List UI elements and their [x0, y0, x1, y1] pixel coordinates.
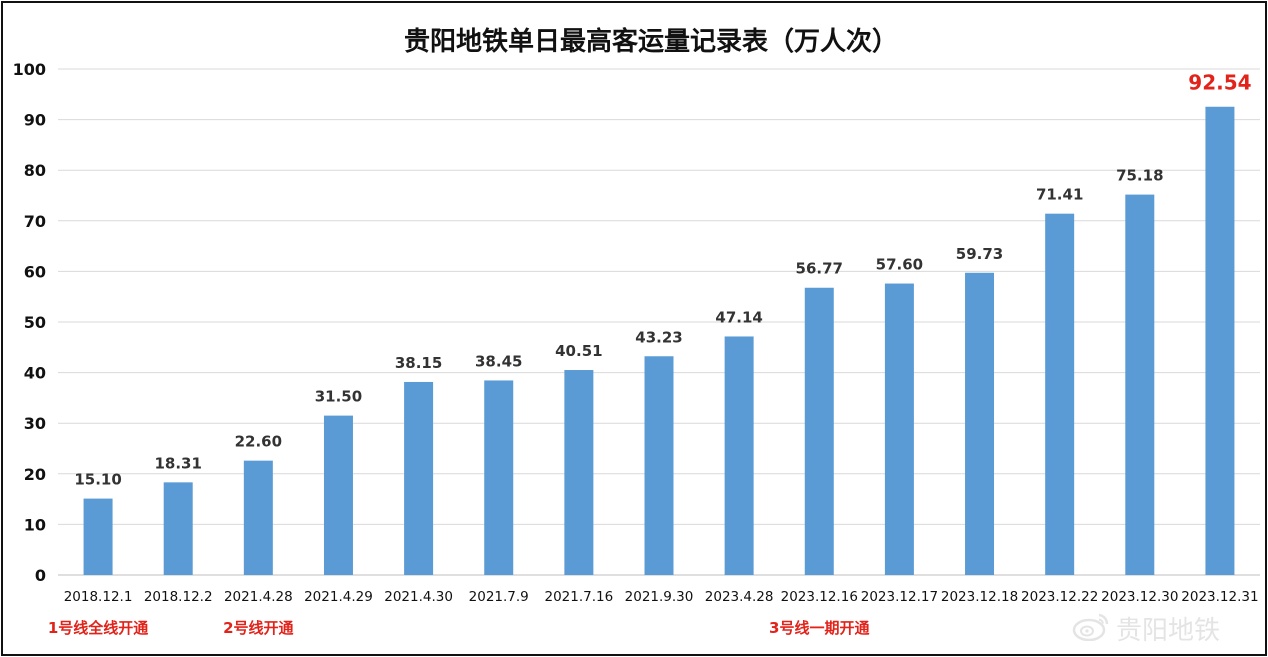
y-tick-label: 50	[24, 313, 46, 332]
annotation-label: 1号线全线开通	[48, 619, 148, 637]
data-label: 15.10	[74, 471, 121, 489]
bar	[804, 287, 834, 575]
x-tick-label: 2021.4.30	[384, 589, 453, 605]
data-label: 38.45	[475, 352, 522, 370]
y-tick-label: 20	[24, 465, 46, 484]
y-tick-label: 80	[24, 161, 46, 180]
x-tick-label: 2021.7.16	[545, 589, 614, 605]
x-tick-label: 2023.12.17	[861, 589, 938, 605]
y-tick-label: 100	[13, 60, 46, 79]
y-axis-tick-labels: 0 10 20 30 40 50 60 70 80 90 100	[13, 60, 46, 585]
y-tick-label: 40	[24, 364, 46, 383]
bar	[884, 283, 914, 575]
watermark-text: 贵阳地铁	[1116, 615, 1221, 646]
x-tick-label: 2023.12.18	[941, 589, 1018, 605]
bar	[1125, 194, 1155, 575]
x-tick-label: 2021.4.29	[304, 589, 373, 605]
data-label: 92.54	[1188, 71, 1251, 95]
data-label: 57.60	[876, 256, 923, 274]
data-label: 31.50	[315, 388, 362, 406]
x-tick-label: 2021.4.28	[224, 589, 293, 605]
x-tick-label: 2021.7.9	[469, 589, 529, 605]
data-label: 56.77	[796, 260, 843, 278]
y-tick-label: 70	[24, 212, 46, 231]
bar	[163, 482, 193, 575]
bar	[965, 272, 995, 575]
y-tick-label: 0	[35, 566, 46, 585]
bar	[323, 415, 353, 575]
annotation-label: 3号线一期开通	[769, 619, 869, 637]
x-tick-label: 2018.12.2	[144, 589, 213, 605]
weibo-icon	[1072, 611, 1110, 645]
data-label: 22.60	[235, 433, 282, 451]
data-label: 47.14	[715, 308, 762, 326]
bars	[83, 106, 1235, 576]
bar	[243, 460, 273, 575]
data-label: 43.23	[635, 328, 682, 346]
bar	[484, 380, 514, 575]
y-tick-label: 90	[24, 111, 46, 130]
x-tick-label: 2023.12.31	[1181, 589, 1258, 605]
bar	[83, 498, 113, 575]
bar	[404, 381, 434, 575]
bar-chart: 贵阳地铁单日最高客运量记录表（万人次） 0 10 20 30 40 50 60 70 80 90 1…	[13, 26, 1260, 637]
chart-title: 贵阳地铁单日最高客运量记录表（万人次）	[404, 26, 898, 57]
data-label: 40.51	[555, 342, 602, 360]
y-tick-label: 60	[24, 262, 46, 281]
data-label: 75.18	[1116, 167, 1163, 185]
annotations: 1号线全线开通 2号线开通 3号线一期开通	[48, 619, 870, 637]
y-tick-label: 10	[24, 515, 46, 534]
x-axis-tick-labels: 2018.12.1 2018.12.2 2021.4.28 2021.4.29 2021…	[64, 589, 1259, 605]
x-tick-label: 2023.4.28	[705, 589, 774, 605]
y-tick-label: 30	[24, 414, 46, 433]
watermark: 贵阳地铁	[1072, 610, 1262, 646]
bar	[1045, 213, 1075, 575]
x-tick-label: 2018.12.1	[64, 589, 133, 605]
annotation-label: 2号线开通	[223, 619, 293, 637]
bar	[724, 336, 754, 575]
x-tick-label: 2023.12.16	[781, 589, 858, 605]
bar	[1205, 106, 1235, 576]
x-tick-label: 2023.12.30	[1101, 589, 1178, 605]
data-label: 71.41	[1036, 186, 1083, 204]
value-labels: 15.10 18.31 22.60 31.50 38.15 38.45 40.51 43.23…	[74, 71, 1251, 489]
data-label: 38.15	[395, 354, 442, 372]
data-label: 59.73	[956, 245, 1003, 263]
x-tick-label: 2023.12.22	[1021, 589, 1098, 605]
x-tick-label: 2021.9.30	[625, 589, 694, 605]
bar	[644, 356, 674, 575]
bar	[564, 370, 594, 575]
data-label: 18.31	[154, 454, 201, 472]
